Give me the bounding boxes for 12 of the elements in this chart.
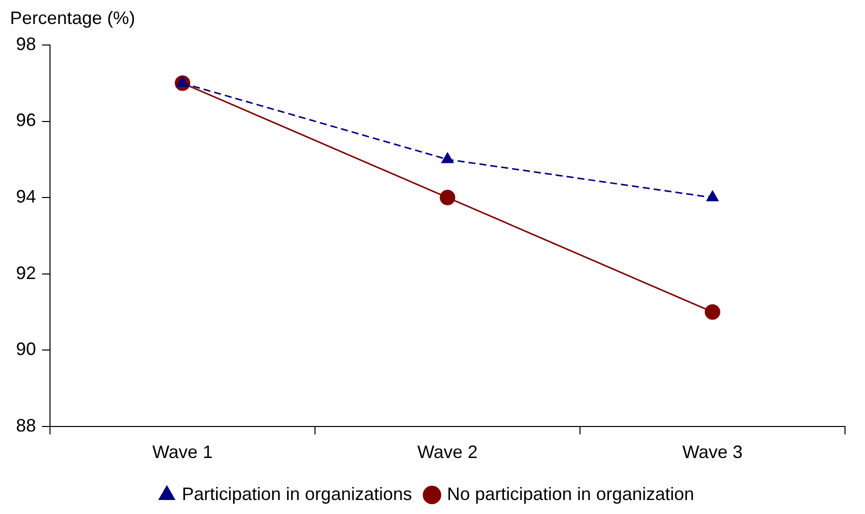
y-tick-label: 92 <box>16 262 36 283</box>
x-tick-label: Wave 1 <box>152 442 213 462</box>
y-tick-label: 94 <box>16 186 36 207</box>
x-tick-label: Wave 2 <box>417 442 478 462</box>
legend-label: Participation in organizations <box>182 484 412 504</box>
y-tick-label: 96 <box>16 110 36 130</box>
y-axis-title: Percentage (%) <box>10 8 136 28</box>
legend-label: No participation in organization <box>446 484 694 504</box>
y-tick-label: 88 <box>16 415 36 436</box>
x-tick-label: Wave 3 <box>682 442 743 462</box>
y-tick-label: 90 <box>16 339 36 360</box>
y-tick-label: 98 <box>16 34 36 54</box>
